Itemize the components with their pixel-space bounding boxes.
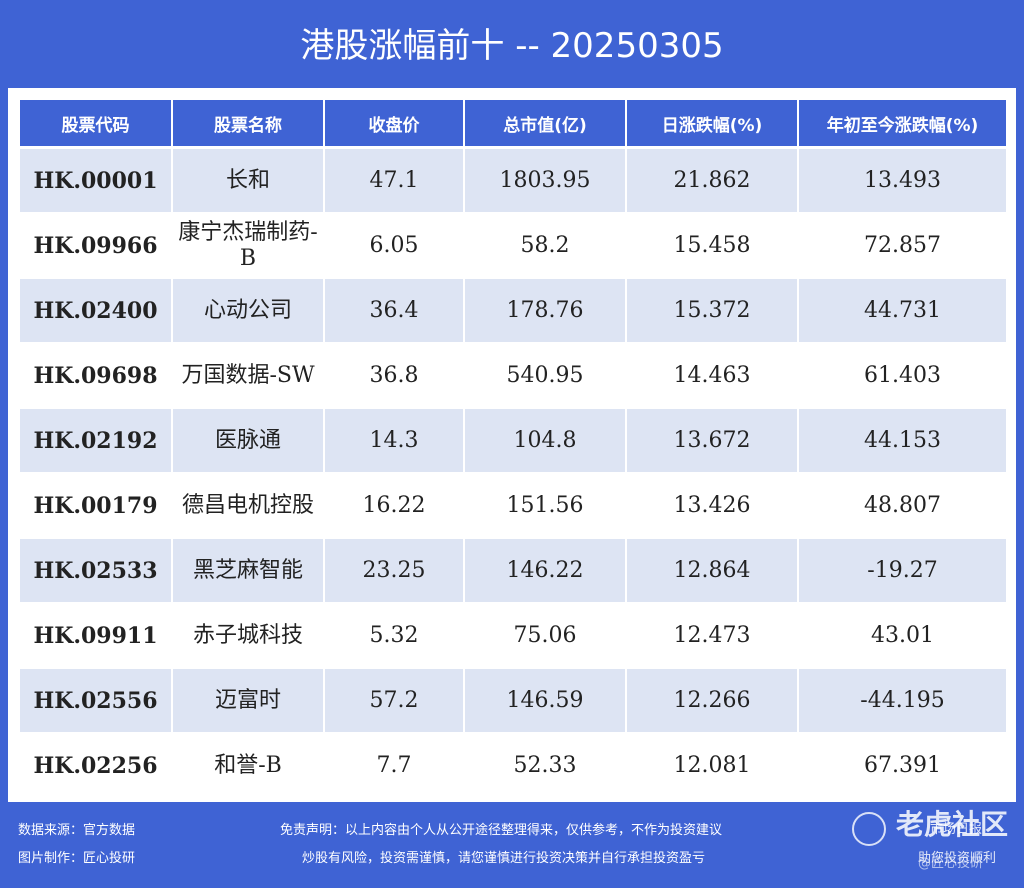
watermark-handle: @匠心投研: [918, 856, 984, 871]
header-name: 股票名称: [172, 100, 325, 149]
cell-stock-code: HK.02533: [20, 538, 173, 604]
image-maker-label: 图片制作：匠心投研: [18, 851, 136, 866]
cell-stock-name: 长和: [172, 147, 325, 214]
cell-market-cap: 540.95: [464, 343, 627, 409]
page-title: 港股涨幅前十 -- 20250305: [300, 26, 724, 66]
disclaimer-line-1: 免责声明：以上内容由个人从公开途径整理得来，仅供参考，不作为投资建议: [280, 823, 723, 838]
data-source-label: 数据来源：官方数据: [18, 823, 136, 838]
cell-stock-name: 赤子城科技: [172, 603, 325, 669]
table-row: HK.02533 黑芝麻智能 23.25 146.22 12.864 -19.27: [20, 538, 1006, 604]
disclaimer-line-2: 炒股有风险，投资需谨慎，请您谨慎进行投资决策并自行承担投资盈亏: [302, 851, 706, 866]
cell-close-price: 14.3: [324, 408, 465, 474]
cell-stock-code: HK.09698: [20, 343, 173, 409]
cell-stock-name: 德昌电机控股: [172, 473, 325, 539]
cell-close-price: 7.7: [324, 733, 465, 799]
cell-ytd-change: 44.153: [798, 408, 1006, 474]
cell-market-cap: 58.2: [464, 213, 627, 279]
cell-daily-change: 15.372: [626, 278, 799, 344]
cell-stock-code: HK.02400: [20, 278, 173, 344]
cell-stock-name: 康宁杰瑞制药-B: [172, 213, 325, 279]
cell-market-cap: 151.56: [464, 473, 627, 539]
cell-market-cap: 146.59: [464, 668, 627, 734]
cell-market-cap: 52.33: [464, 733, 627, 799]
header-daily-change: 日涨跌幅(%): [626, 100, 799, 149]
cell-stock-code: HK.02256: [20, 733, 173, 799]
cell-close-price: 36.8: [324, 343, 465, 409]
cell-close-price: 5.32: [324, 603, 465, 669]
cell-stock-name: 和誉-B: [172, 733, 325, 799]
table-row: HK.09966 康宁杰瑞制药-B 6.05 58.2 15.458 72.857: [20, 213, 1006, 279]
cell-ytd-change: 13.493: [798, 147, 1006, 214]
table-card: 股票代码 股票名称 收盘价 总市值(亿) 日涨跌幅(%) 年初至今涨跌幅(%) …: [8, 88, 1016, 802]
cell-market-cap: 1803.95: [464, 147, 627, 214]
cell-daily-change: 12.473: [626, 603, 799, 669]
cell-ytd-change: 48.807: [798, 473, 1006, 539]
cell-stock-code: HK.02556: [20, 668, 173, 734]
cell-close-price: 57.2: [324, 668, 465, 734]
cell-ytd-change: -19.27: [798, 538, 1006, 604]
table-header-row: 股票代码 股票名称 收盘价 总市值(亿) 日涨跌幅(%) 年初至今涨跌幅(%): [20, 100, 1006, 149]
cell-stock-code: HK.09911: [20, 603, 173, 669]
cell-daily-change: 21.862: [626, 147, 799, 214]
cell-stock-code: HK.09966: [20, 213, 173, 279]
tiger-logo-icon: [852, 812, 886, 846]
cell-ytd-change: 43.01: [798, 603, 1006, 669]
table-row: HK.00179 德昌电机控股 16.22 151.56 13.426 48.807: [20, 473, 1006, 539]
cell-daily-change: 12.081: [626, 733, 799, 799]
cell-close-price: 36.4: [324, 278, 465, 344]
cell-stock-name: 迈富时: [172, 668, 325, 734]
watermark-brand: 老虎社区: [896, 808, 1009, 841]
cell-daily-change: 15.458: [626, 213, 799, 279]
cell-ytd-change: 44.731: [798, 278, 1006, 344]
cell-ytd-change: 67.391: [798, 733, 1006, 799]
cell-stock-name: 医脉通: [172, 408, 325, 474]
cell-close-price: 23.25: [324, 538, 465, 604]
cell-ytd-change: 61.403: [798, 343, 1006, 409]
header-code: 股票代码: [20, 100, 173, 149]
cell-stock-code: HK.00179: [20, 473, 173, 539]
table-row: HK.09911 赤子城科技 5.32 75.06 12.473 43.01: [20, 603, 1006, 669]
table-row: HK.00001 长和 47.1 1803.95 21.862 13.493: [20, 147, 1006, 214]
table-row: HK.02556 迈富时 57.2 146.59 12.266 -44.195: [20, 668, 1006, 734]
cell-market-cap: 75.06: [464, 603, 627, 669]
cell-stock-code: HK.02192: [20, 408, 173, 474]
table-row: HK.02256 和誉-B 7.7 52.33 12.081 67.391: [20, 733, 1006, 799]
header-ytd-change: 年初至今涨跌幅(%): [798, 100, 1006, 149]
cell-daily-change: 14.463: [626, 343, 799, 409]
cell-market-cap: 104.8: [464, 408, 627, 474]
cell-ytd-change: 72.857: [798, 213, 1006, 279]
header-close: 收盘价: [324, 100, 465, 149]
cell-daily-change: 13.426: [626, 473, 799, 539]
watermark-overlay-1: 市场日报: [930, 822, 983, 837]
cell-stock-name: 心动公司: [172, 278, 325, 344]
cell-stock-name: 黑芝麻智能: [172, 538, 325, 604]
table-row: HK.02192 医脉通 14.3 104.8 13.672 44.153: [20, 408, 1006, 474]
cell-daily-change: 12.864: [626, 538, 799, 604]
table-row: HK.02400 心动公司 36.4 178.76 15.372 44.731: [20, 278, 1006, 344]
cell-ytd-change: -44.195: [798, 668, 1006, 734]
cell-close-price: 47.1: [324, 147, 465, 214]
table-row: HK.09698 万国数据-SW 36.8 540.95 14.463 61.403: [20, 343, 1006, 409]
cell-daily-change: 12.266: [626, 668, 799, 734]
cell-market-cap: 178.76: [464, 278, 627, 344]
cell-daily-change: 13.672: [626, 408, 799, 474]
cell-stock-code: HK.00001: [20, 147, 173, 214]
cell-market-cap: 146.22: [464, 538, 627, 604]
cell-close-price: 6.05: [324, 213, 465, 279]
header-market-cap: 总市值(亿): [464, 100, 627, 149]
watermark-overlay-2: 助您投资顺利: [918, 851, 997, 866]
cell-close-price: 16.22: [324, 473, 465, 539]
cell-stock-name: 万国数据-SW: [172, 343, 325, 409]
stock-table: 股票代码 股票名称 收盘价 总市值(亿) 日涨跌幅(%) 年初至今涨跌幅(%) …: [20, 100, 1006, 799]
